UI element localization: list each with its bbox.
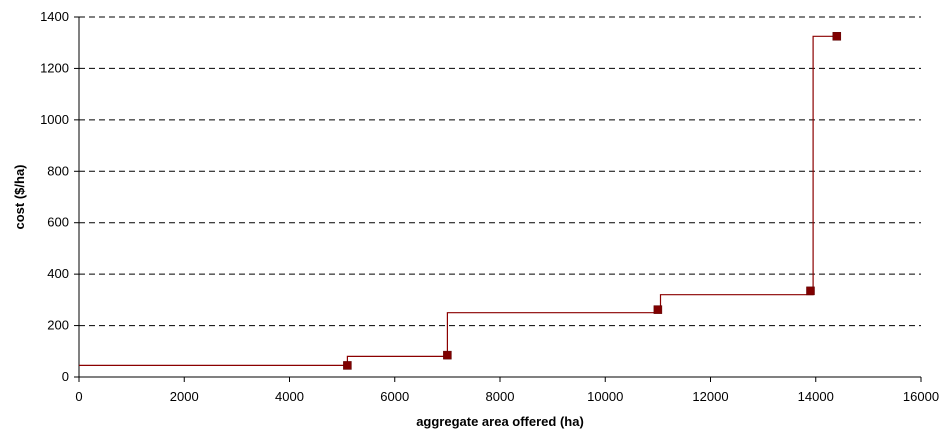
x-tick-label-10000: 10000 bbox=[587, 389, 623, 404]
x-tick-label-8000: 8000 bbox=[486, 389, 515, 404]
y-tick-label-200: 200 bbox=[47, 318, 69, 333]
data-point-marker-4 bbox=[806, 286, 815, 296]
y-tick-label-1200: 1200 bbox=[40, 60, 69, 75]
y-axis-title: cost ($/ha) bbox=[12, 164, 27, 229]
y-tick-label-600: 600 bbox=[47, 215, 69, 230]
x-axis-title: aggregate area offered (ha) bbox=[416, 414, 584, 429]
y-tick-label-400: 400 bbox=[47, 266, 69, 281]
x-tick-label-4000: 4000 bbox=[275, 389, 304, 404]
x-tick-labels: 0 2000 4000 6000 8000 10000 12000 14000 16000 bbox=[75, 389, 939, 404]
data-point-marker-1 bbox=[343, 361, 352, 370]
series-layer bbox=[79, 32, 842, 370]
axes bbox=[74, 16, 922, 382]
x-tick-label-6000: 6000 bbox=[380, 389, 409, 404]
x-tick-label-14000: 14000 bbox=[798, 389, 834, 404]
y-tick-label-1400: 1400 bbox=[40, 9, 69, 24]
gridlines bbox=[79, 16, 921, 327]
x-tick-label-2000: 2000 bbox=[170, 389, 199, 404]
x-tick-label-12000: 12000 bbox=[692, 389, 728, 404]
y-tick-label-0: 0 bbox=[62, 369, 69, 384]
y-tick-labels: 0 200 400 600 800 1000 1200 1400 bbox=[40, 9, 69, 384]
x-tick-label-16000: 16000 bbox=[903, 389, 939, 404]
y-tick-label-1000: 1000 bbox=[40, 112, 69, 127]
data-point-marker-3 bbox=[653, 305, 663, 314]
y-tick-label-800: 800 bbox=[47, 163, 69, 178]
data-point-marker-2 bbox=[443, 350, 452, 360]
x-tick-label-0: 0 bbox=[75, 389, 82, 404]
data-point-marker-5 bbox=[832, 32, 842, 41]
step-line-series bbox=[79, 35, 837, 366]
